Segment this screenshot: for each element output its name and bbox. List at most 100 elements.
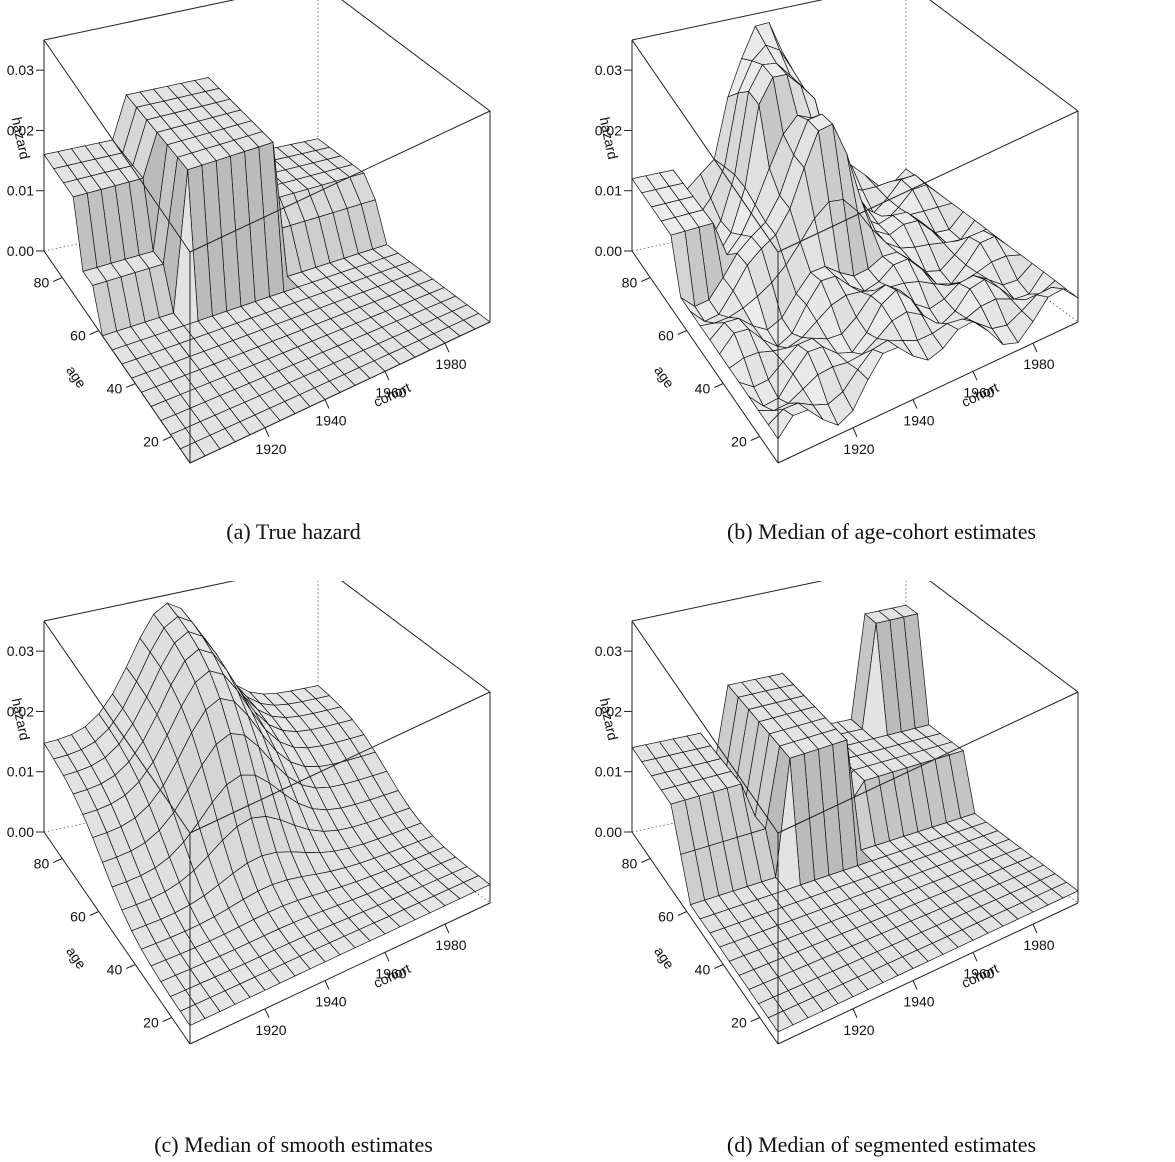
box-edge (43, 831, 191, 1045)
surface-mesh (43, 76, 491, 464)
surface-facet (179, 1003, 206, 1027)
x-tick (912, 980, 918, 990)
z-tick-label: 0.01 (7, 764, 34, 780)
x-tick (972, 371, 978, 381)
y-tick-label: 20 (731, 1015, 747, 1031)
y-tick (162, 436, 172, 441)
surface-mesh (631, 22, 1079, 440)
x-tick (912, 399, 918, 409)
box-edge (777, 321, 1079, 464)
y-tick (750, 436, 760, 441)
y-axis-label: age (651, 363, 678, 391)
y-tick-label: 40 (107, 381, 123, 397)
y-tick-label: 60 (658, 909, 674, 925)
box-edge (777, 110, 1079, 253)
surface-mesh (631, 604, 1079, 1033)
box-edge (631, 620, 779, 834)
y-axis-label: age (651, 944, 678, 972)
surface-mesh (43, 602, 491, 1027)
y-tick (126, 383, 136, 388)
z-tick-label: 0.02 (7, 703, 34, 719)
box-edge (631, 581, 824, 622)
box-edge (189, 691, 491, 834)
x-tick-label: 1980 (1023, 937, 1054, 953)
box-edge (631, 39, 779, 253)
box-edge (777, 902, 1079, 1045)
panel-d: 0.00 0.01 0.02 0.03 hazard 20 40 60 80 age 1920 194… (588, 581, 1175, 1162)
box-edge (43, 620, 191, 834)
x-tick-label: 1920 (843, 1022, 874, 1038)
surface-facet (767, 1010, 794, 1033)
z-tick-label: 0.01 (595, 183, 622, 199)
y-tick (126, 964, 136, 969)
z-tick-label: 0.03 (7, 62, 34, 78)
y-tick-label: 80 (34, 275, 50, 291)
y-tick (677, 330, 687, 335)
box-edge (43, 39, 191, 253)
x-tick (444, 923, 450, 934)
box-edge (189, 902, 491, 1045)
y-tick (750, 1017, 760, 1022)
x-tick-label: 1960 (963, 384, 994, 400)
surface-facet (767, 408, 794, 440)
y-tick-label: 60 (70, 909, 86, 925)
plot-area: 0.000.010.020.03hazard20406080age1920194… (595, 0, 1079, 464)
caption-b: (b) Median of age-cohort estimates (726, 519, 1037, 544)
z-tick-label: 0.03 (595, 643, 622, 659)
plot-area: 0.000.010.020.03hazard20406080age1920194… (7, 581, 491, 1045)
y-tick-label: 20 (731, 434, 747, 450)
x-tick-label: 1960 (375, 965, 406, 981)
box-edge (341, 581, 491, 693)
caption-a: (a) True hazard (226, 519, 361, 544)
y-tick-label: 20 (143, 1015, 159, 1031)
box-edge (43, 250, 191, 464)
x-tick-label: 1940 (315, 413, 346, 429)
z-tick-label: 0.03 (595, 62, 622, 78)
x-tick-label: 1960 (963, 965, 994, 981)
box-edge (631, 831, 779, 1045)
z-tick-label: 0.02 (595, 122, 622, 138)
x-tick (384, 952, 390, 962)
x-tick (852, 1008, 858, 1018)
y-tick (677, 911, 687, 916)
y-tick-label: 40 (107, 962, 123, 978)
y-tick (89, 911, 99, 916)
caption-c: (c) Median of smooth estimates (154, 1132, 433, 1157)
y-tick-label: 80 (622, 856, 638, 872)
x-tick-label: 1980 (1023, 356, 1054, 372)
y-tick-label: 20 (143, 434, 159, 450)
z-tick-label: 0.02 (7, 122, 34, 138)
y-tick-label: 80 (622, 275, 638, 291)
box-edge (631, 250, 779, 464)
z-tick-label: 0.01 (595, 764, 622, 780)
z-tick-label: 0.03 (7, 643, 34, 659)
y-tick (89, 330, 99, 335)
x-tick-label: 1940 (903, 994, 934, 1010)
x-tick (324, 980, 330, 990)
x-tick-label: 1980 (435, 937, 466, 953)
panel-b: 0.00 0.01 0.02 0.03 hazard 20 40 60 80 age 1920 194… (588, 0, 1175, 581)
box-edge (189, 321, 491, 464)
z-tick-label: 0.01 (7, 183, 34, 199)
y-tick-label: 60 (658, 328, 674, 344)
y-axis-label: age (63, 363, 90, 391)
y-tick (53, 858, 63, 863)
x-tick-label: 1940 (315, 994, 346, 1010)
x-tick-label: 1920 (255, 1022, 286, 1038)
x-tick (264, 1008, 270, 1018)
box-edge (777, 691, 1079, 834)
x-tick-label: 1940 (903, 413, 934, 429)
y-tick (714, 383, 724, 388)
box-edge (341, 0, 491, 112)
plot-area: 0.000.010.020.03hazard20406080age1920194… (595, 581, 1079, 1045)
y-tick-label: 60 (70, 328, 86, 344)
y-tick (162, 1017, 172, 1022)
y-tick (641, 277, 651, 282)
y-tick-label: 40 (695, 962, 711, 978)
x-tick (972, 952, 978, 962)
caption-d: (d) Median of segmented estimates (726, 1132, 1037, 1157)
y-tick (641, 858, 651, 863)
z-tick-label: 0.02 (595, 703, 622, 719)
box-edge (43, 0, 236, 41)
x-tick-label: 1920 (843, 441, 874, 457)
